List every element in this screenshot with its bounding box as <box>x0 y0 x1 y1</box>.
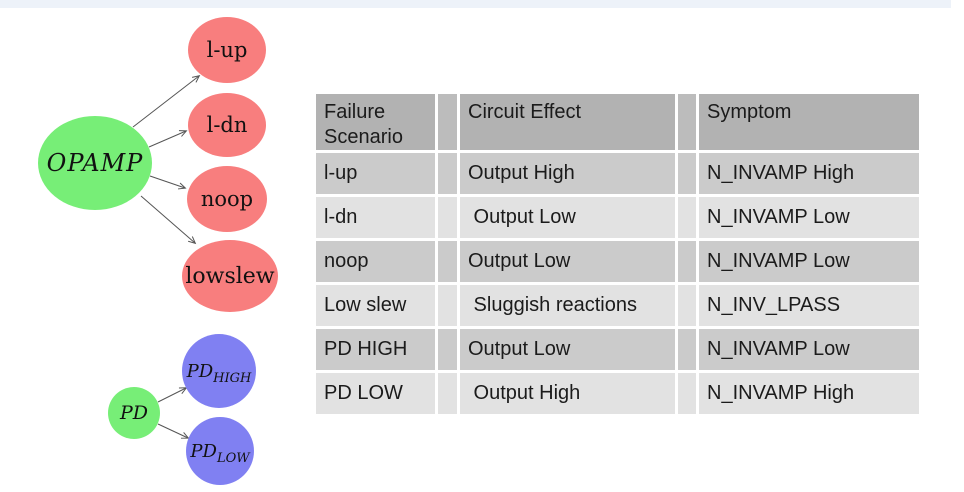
spacer-cell <box>678 329 696 370</box>
table-header-row: Failure Scenario Circuit Effect Symptom <box>316 94 919 150</box>
header-symptom: Symptom <box>699 94 919 150</box>
header-spacer-2 <box>678 94 696 150</box>
pdhigh-label: PDHIGH <box>186 361 252 386</box>
lup-label: l-up <box>207 38 248 62</box>
spacer-cell <box>678 153 696 194</box>
pdlow-node <box>186 417 254 485</box>
edge-opamp-noop <box>149 175 187 190</box>
effect-cell: Output High <box>460 153 675 194</box>
effect-cell: Output High <box>460 373 675 414</box>
scenario-cell: noop <box>316 241 435 282</box>
header-failure-scenario: Failure Scenario <box>316 94 435 150</box>
effect-cell: Output Low <box>460 197 675 238</box>
symptom-cell: N_INVAMP Low <box>699 329 919 370</box>
edge-opamp-lowslew <box>140 195 197 245</box>
scenario-cell: l-up <box>316 153 435 194</box>
spacer-cell <box>678 285 696 326</box>
spacer-cell <box>678 373 696 414</box>
ldn-node <box>188 93 266 157</box>
spacer-cell <box>438 153 457 194</box>
effect-cell: Output Low <box>460 329 675 370</box>
scenario-cell: PD LOW <box>316 373 435 414</box>
edge-opamp-lup <box>132 75 201 128</box>
spacer-cell <box>678 241 696 282</box>
symptom-cell: N_INVAMP Low <box>699 197 919 238</box>
spacer-cell <box>438 197 457 238</box>
noop-label: noop <box>201 187 253 211</box>
fault-tree-diagram: OPAMP l-up l-dn noop lowslew PD PDHIGH P… <box>38 17 278 485</box>
edge-opamp-ldn <box>148 130 188 148</box>
table-row: PD HIGH Output Low N_INVAMP Low <box>316 329 919 370</box>
spacer-cell <box>438 285 457 326</box>
edge-pd-pdlow <box>157 423 190 439</box>
top-strip-decoration <box>0 0 951 8</box>
pdhigh-node <box>182 334 256 408</box>
scenario-cell: PD HIGH <box>316 329 435 370</box>
table-row: Low slew Sluggish reactions N_INV_LPASS <box>316 285 919 326</box>
header-spacer-1 <box>438 94 457 150</box>
lup-node <box>188 17 266 83</box>
effect-cell: Sluggish reactions <box>460 285 675 326</box>
opamp-label: OPAMP <box>47 149 144 177</box>
edge-pd-pdhigh <box>157 387 188 403</box>
spacer-cell <box>438 241 457 282</box>
pd-node <box>108 387 160 439</box>
header-circuit-effect: Circuit Effect <box>460 94 675 150</box>
opamp-node <box>38 116 152 210</box>
spacer-cell <box>438 373 457 414</box>
table-row: PD LOW Output High N_INVAMP High <box>316 373 919 414</box>
pdlow-label: PDLOW <box>189 441 251 466</box>
lowslew-node <box>182 240 278 312</box>
scenario-cell: Low slew <box>316 285 435 326</box>
symptom-cell: N_INVAMP High <box>699 153 919 194</box>
noop-node <box>187 166 267 232</box>
effect-cell: Output Low <box>460 241 675 282</box>
failure-scenario-table: Failure Scenario Circuit Effect Symptom … <box>313 91 922 417</box>
table-row: noop Output Low N_INVAMP Low <box>316 241 919 282</box>
spacer-cell <box>438 329 457 370</box>
table-row: l-dn Output Low N_INVAMP Low <box>316 197 919 238</box>
pd-label: PD <box>119 402 148 424</box>
spacer-cell <box>678 197 696 238</box>
symptom-cell: N_INV_LPASS <box>699 285 919 326</box>
ldn-label: l-dn <box>207 113 248 137</box>
symptom-cell: N_INVAMP High <box>699 373 919 414</box>
scenario-cell: l-dn <box>316 197 435 238</box>
lowslew-label: lowslew <box>185 264 274 289</box>
symptom-cell: N_INVAMP Low <box>699 241 919 282</box>
table-row: l-up Output High N_INVAMP High <box>316 153 919 194</box>
